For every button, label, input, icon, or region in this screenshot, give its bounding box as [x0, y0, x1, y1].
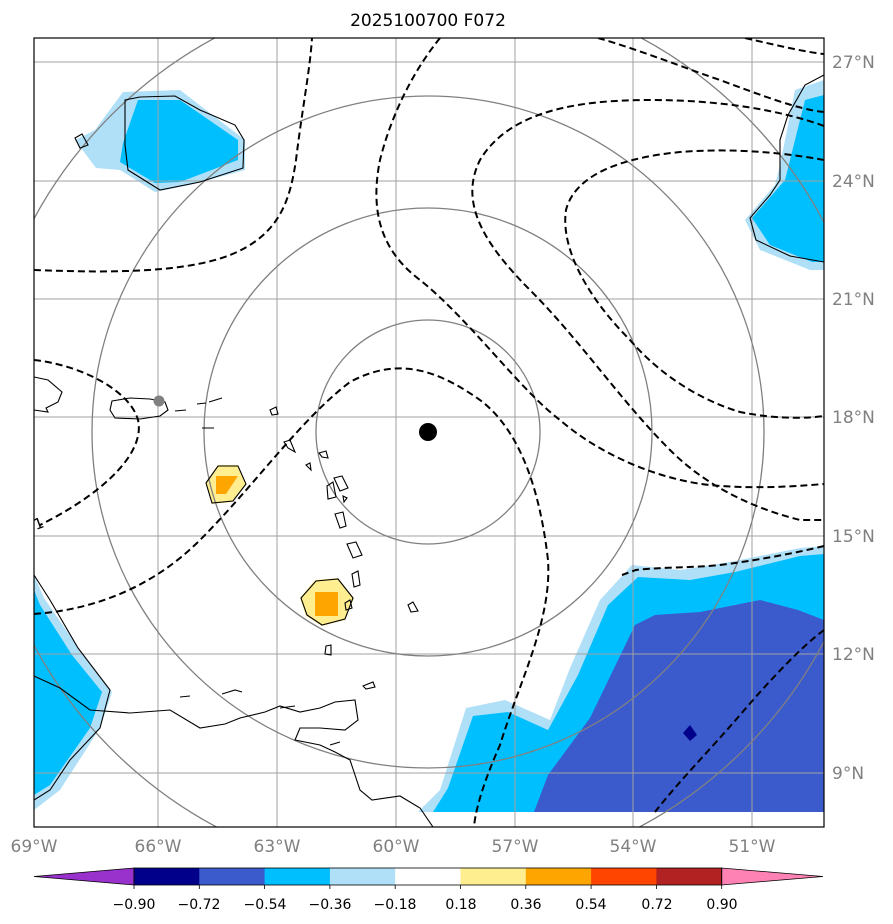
colorbar-segment — [525, 868, 592, 885]
colorbar-label: 0.72 — [641, 897, 672, 913]
colorbar-label: −0.54 — [244, 897, 287, 913]
colorbar-extend-min — [33, 867, 135, 886]
shade-se-darkest — [683, 725, 697, 741]
colorbar — [33, 867, 824, 889]
shade-ne-mid — [752, 95, 824, 262]
coast-hispaniola — [34, 376, 63, 413]
contour-10 — [654, 629, 824, 813]
coast-leewards — [269, 406, 419, 690]
colorbar-segment — [264, 868, 331, 885]
lat-tick: 9°N — [832, 764, 864, 784]
contour-2 — [34, 359, 140, 526]
colorbar-label: 0.54 — [575, 897, 606, 913]
shade-pos-a-mid — [216, 476, 238, 494]
lat-tick: 24°N — [832, 172, 875, 192]
contour-8 — [744, 38, 824, 55]
lon-tick: 60°W — [373, 837, 420, 857]
colorbar-frame — [133, 867, 723, 886]
coast-nw-islet — [74, 133, 89, 149]
coastlines — [34, 74, 824, 827]
coast-virgin-islands — [174, 397, 223, 429]
lat-tick: 18°N — [832, 408, 875, 428]
colorbar-labels: −0.90 −0.72 −0.54 −0.36 −0.18 0.18 0.36 … — [113, 897, 738, 913]
coast-puerto-rico — [109, 397, 169, 420]
coast-nw-island — [124, 95, 245, 191]
contour-5 — [597, 38, 824, 113]
shade-sw-mid — [34, 590, 102, 795]
lon-tick: 57°W — [492, 837, 539, 857]
lat-tick: 12°N — [832, 645, 875, 665]
contour-4 — [375, 38, 824, 489]
lon-tick: 51°W — [729, 837, 776, 857]
coast-guadeloupe-box — [205, 465, 247, 504]
colorbar-segment — [329, 868, 396, 885]
coast-ne-land — [749, 74, 824, 263]
colorbar-segment — [591, 868, 657, 885]
longitude-ticks: 69°W 66°W 63°W 60°W 57°W 54°W 51°W — [11, 837, 776, 857]
colorbar-label: 0.18 — [445, 897, 476, 913]
lat-tick: 15°N — [832, 527, 875, 547]
reference-point-marker — [153, 395, 165, 407]
colorbar-label: −0.18 — [374, 897, 417, 913]
colorbar-label: 0.90 — [706, 897, 737, 913]
storm-center-marker — [419, 423, 437, 441]
lat-tick: 27°N — [832, 53, 875, 73]
shade-pos-b-mid — [315, 592, 338, 616]
lon-tick: 66°W — [135, 837, 182, 857]
map-title: 2025100700 F072 — [350, 11, 506, 31]
colorbar-segment — [134, 868, 200, 885]
colorbar-label: −0.90 — [113, 897, 156, 913]
colorbar-label: −0.36 — [309, 897, 352, 913]
range-ring-2 — [203, 207, 653, 657]
map-frame — [33, 37, 825, 828]
contour-7 — [564, 149, 824, 419]
colorbar-label: 0.36 — [510, 897, 541, 913]
shaded-anomaly-fields — [34, 80, 824, 827]
shade-nw-mid — [120, 100, 238, 183]
range-rings — [34, 38, 824, 827]
lon-tick: 69°W — [11, 837, 58, 857]
lat-tick: 21°N — [832, 290, 875, 310]
coast-sw-land — [34, 574, 111, 801]
contour-3 — [34, 367, 550, 827]
coast-islets-sa — [179, 689, 341, 746]
dashed-contours — [34, 38, 824, 827]
contour-6 — [471, 98, 824, 521]
colorbar-segment — [395, 868, 461, 885]
colorbar-segment — [460, 868, 527, 885]
lon-tick: 63°W — [254, 837, 301, 857]
map-panel: 1 — [34, 38, 824, 827]
lon-tick: 54°W — [610, 837, 657, 857]
contour-9 — [621, 545, 824, 576]
colorbar-extend-max — [721, 867, 824, 886]
graticule — [34, 38, 824, 827]
range-ring-3 — [91, 95, 765, 769]
latitude-ticks: 27°N 24°N 21°N 18°N 15°N 12°N 9°N — [832, 53, 875, 784]
colorbar-label: −0.72 — [178, 897, 221, 913]
colorbar-segment — [199, 868, 266, 885]
coast-south-america — [34, 675, 434, 827]
colorbar-segment — [656, 868, 723, 885]
contour-1 — [34, 38, 313, 273]
coast-barbados-box — [300, 578, 354, 626]
range-ring-1 — [315, 319, 541, 545]
